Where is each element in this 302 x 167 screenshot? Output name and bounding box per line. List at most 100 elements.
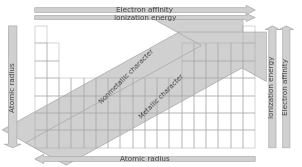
Bar [120, 96, 133, 113]
Polygon shape [35, 14, 255, 22]
Bar [96, 130, 108, 148]
Polygon shape [4, 26, 21, 148]
Bar [108, 96, 120, 113]
Bar [35, 113, 47, 130]
Bar [47, 130, 59, 148]
Text: Nonmetallic character: Nonmetallic character [98, 48, 155, 105]
Text: Atomic radius: Atomic radius [120, 156, 170, 162]
Bar [84, 78, 96, 96]
Bar [108, 130, 120, 148]
Bar [231, 43, 243, 61]
Bar [194, 96, 206, 113]
Bar [194, 78, 206, 96]
Bar [145, 130, 157, 148]
Text: Ionization energy: Ionization energy [269, 56, 275, 118]
Bar [218, 43, 231, 61]
Bar [194, 61, 206, 78]
Bar [72, 96, 84, 113]
Bar [206, 61, 218, 78]
Bar [218, 96, 231, 113]
Bar [47, 113, 59, 130]
Text: Metallic character: Metallic character [139, 73, 185, 120]
Bar [157, 96, 169, 113]
Bar [133, 78, 145, 96]
Bar [169, 96, 182, 113]
Polygon shape [265, 26, 280, 148]
Bar [96, 113, 108, 130]
Bar [231, 130, 243, 148]
Text: Electron affinity: Electron affinity [283, 58, 289, 115]
Polygon shape [35, 5, 255, 15]
Bar [243, 43, 255, 61]
Bar [206, 96, 218, 113]
Bar [145, 113, 157, 130]
Bar [206, 78, 218, 96]
Bar [243, 26, 255, 43]
Bar [120, 78, 133, 96]
Bar [72, 113, 84, 130]
Bar [47, 43, 59, 61]
Bar [206, 130, 218, 148]
Bar [206, 113, 218, 130]
Text: Electron affinity: Electron affinity [117, 7, 173, 13]
Bar [133, 130, 145, 148]
Bar [169, 130, 182, 148]
Bar [194, 130, 206, 148]
Bar [194, 43, 206, 61]
Bar [157, 113, 169, 130]
Text: Ionization energy: Ionization energy [114, 15, 176, 21]
Bar [72, 130, 84, 148]
Bar [243, 96, 255, 113]
Bar [194, 113, 206, 130]
Bar [243, 130, 255, 148]
Bar [182, 61, 194, 78]
Bar [169, 78, 182, 96]
Bar [84, 96, 96, 113]
Bar [35, 43, 47, 61]
Bar [231, 78, 243, 96]
Bar [120, 113, 133, 130]
Polygon shape [26, 32, 266, 165]
Bar [182, 113, 194, 130]
Polygon shape [2, 19, 243, 152]
Bar [157, 130, 169, 148]
Bar [108, 78, 120, 96]
Bar [133, 113, 145, 130]
Bar [35, 61, 47, 78]
Bar [145, 96, 157, 113]
Bar [182, 43, 194, 61]
Bar [169, 113, 182, 130]
Bar [231, 113, 243, 130]
Bar [35, 130, 47, 148]
Bar [243, 61, 255, 78]
Bar [47, 96, 59, 113]
Bar [182, 96, 194, 113]
Bar [47, 61, 59, 78]
Bar [133, 96, 145, 113]
Bar [35, 26, 47, 43]
Bar [59, 78, 72, 96]
Bar [96, 96, 108, 113]
Bar [182, 130, 194, 148]
Bar [182, 78, 194, 96]
Bar [120, 130, 133, 148]
Bar [35, 78, 47, 96]
Bar [59, 130, 72, 148]
Bar [218, 113, 231, 130]
Polygon shape [279, 26, 294, 148]
Bar [72, 78, 84, 96]
Bar [108, 113, 120, 130]
Bar [218, 130, 231, 148]
Bar [218, 61, 231, 78]
Bar [145, 78, 157, 96]
Bar [35, 96, 47, 113]
Bar [243, 113, 255, 130]
Bar [218, 78, 231, 96]
Bar [59, 96, 72, 113]
Bar [59, 113, 72, 130]
Bar [231, 96, 243, 113]
Text: Atomic radius: Atomic radius [10, 62, 16, 112]
Bar [47, 78, 59, 96]
Bar [84, 113, 96, 130]
Bar [96, 78, 108, 96]
